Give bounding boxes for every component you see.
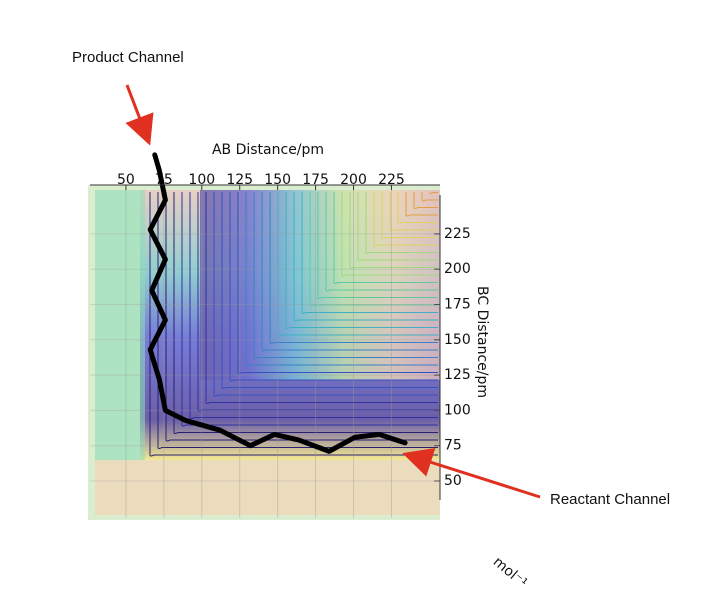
contour-line [301, 192, 438, 314]
contour-line [333, 192, 438, 284]
contours [149, 192, 438, 457]
contour-line [213, 192, 438, 397]
contour-line [349, 192, 438, 269]
contour-line [165, 192, 438, 442]
contour-line [269, 192, 438, 344]
contour-line [245, 192, 438, 367]
contour-line [205, 192, 438, 404]
contour-line [237, 192, 438, 374]
contour-line [309, 192, 438, 307]
contour-line [173, 192, 438, 434]
x-tick-label: 175 [302, 172, 329, 188]
contour-line [421, 192, 438, 202]
y-axis-label: BC Distance/pm [474, 286, 490, 398]
z-axis-label: mol⁻¹ [490, 554, 530, 591]
x-tick-label: 150 [264, 172, 291, 188]
arrow [402, 447, 541, 499]
contour-line [261, 192, 438, 352]
x-tick-label: 100 [188, 172, 215, 188]
contour-line [277, 192, 438, 337]
y-tick-label: 75 [444, 438, 462, 454]
trajectory [147, 152, 408, 454]
contour-line [405, 192, 438, 217]
contour-line [365, 192, 438, 254]
y-tick-label: 50 [444, 473, 462, 489]
x-tick-label: 225 [378, 172, 405, 188]
y-tick-label: 100 [444, 402, 471, 418]
x-tick-label: 125 [226, 172, 253, 188]
x-axis-label: AB Distance/pm [212, 142, 324, 158]
y-tick-label: 200 [444, 261, 471, 277]
contour-line [189, 192, 438, 419]
contour-line [253, 192, 438, 359]
contour-line [381, 192, 438, 239]
contour-line [373, 192, 438, 247]
contour-line [221, 192, 438, 389]
contour-line [357, 192, 438, 262]
contour-line [317, 192, 438, 299]
arrow [125, 84, 154, 146]
contour-line [429, 192, 438, 194]
contour-line [293, 192, 438, 322]
contour-line [397, 192, 438, 224]
surface [88, 185, 440, 520]
contour-line [149, 192, 438, 457]
contour-line [229, 192, 438, 382]
contour-line [341, 192, 438, 277]
y-tick-label: 175 [444, 297, 471, 313]
y-tick-label: 225 [444, 226, 471, 242]
annotation: Product Channel [72, 49, 184, 66]
contour-line [413, 192, 438, 209]
contour-line [285, 192, 438, 329]
contour-line [157, 192, 438, 449]
x-tick-label: 200 [340, 172, 367, 188]
x-tick-label: 50 [117, 172, 135, 188]
contour-line [197, 192, 438, 412]
contour-line [325, 192, 438, 292]
contour-line [389, 192, 438, 232]
y-tick-label: 150 [444, 332, 471, 348]
annotation: Reactant Channel [550, 491, 670, 508]
contour-line [181, 192, 438, 427]
y-tick-label: 125 [444, 367, 471, 383]
